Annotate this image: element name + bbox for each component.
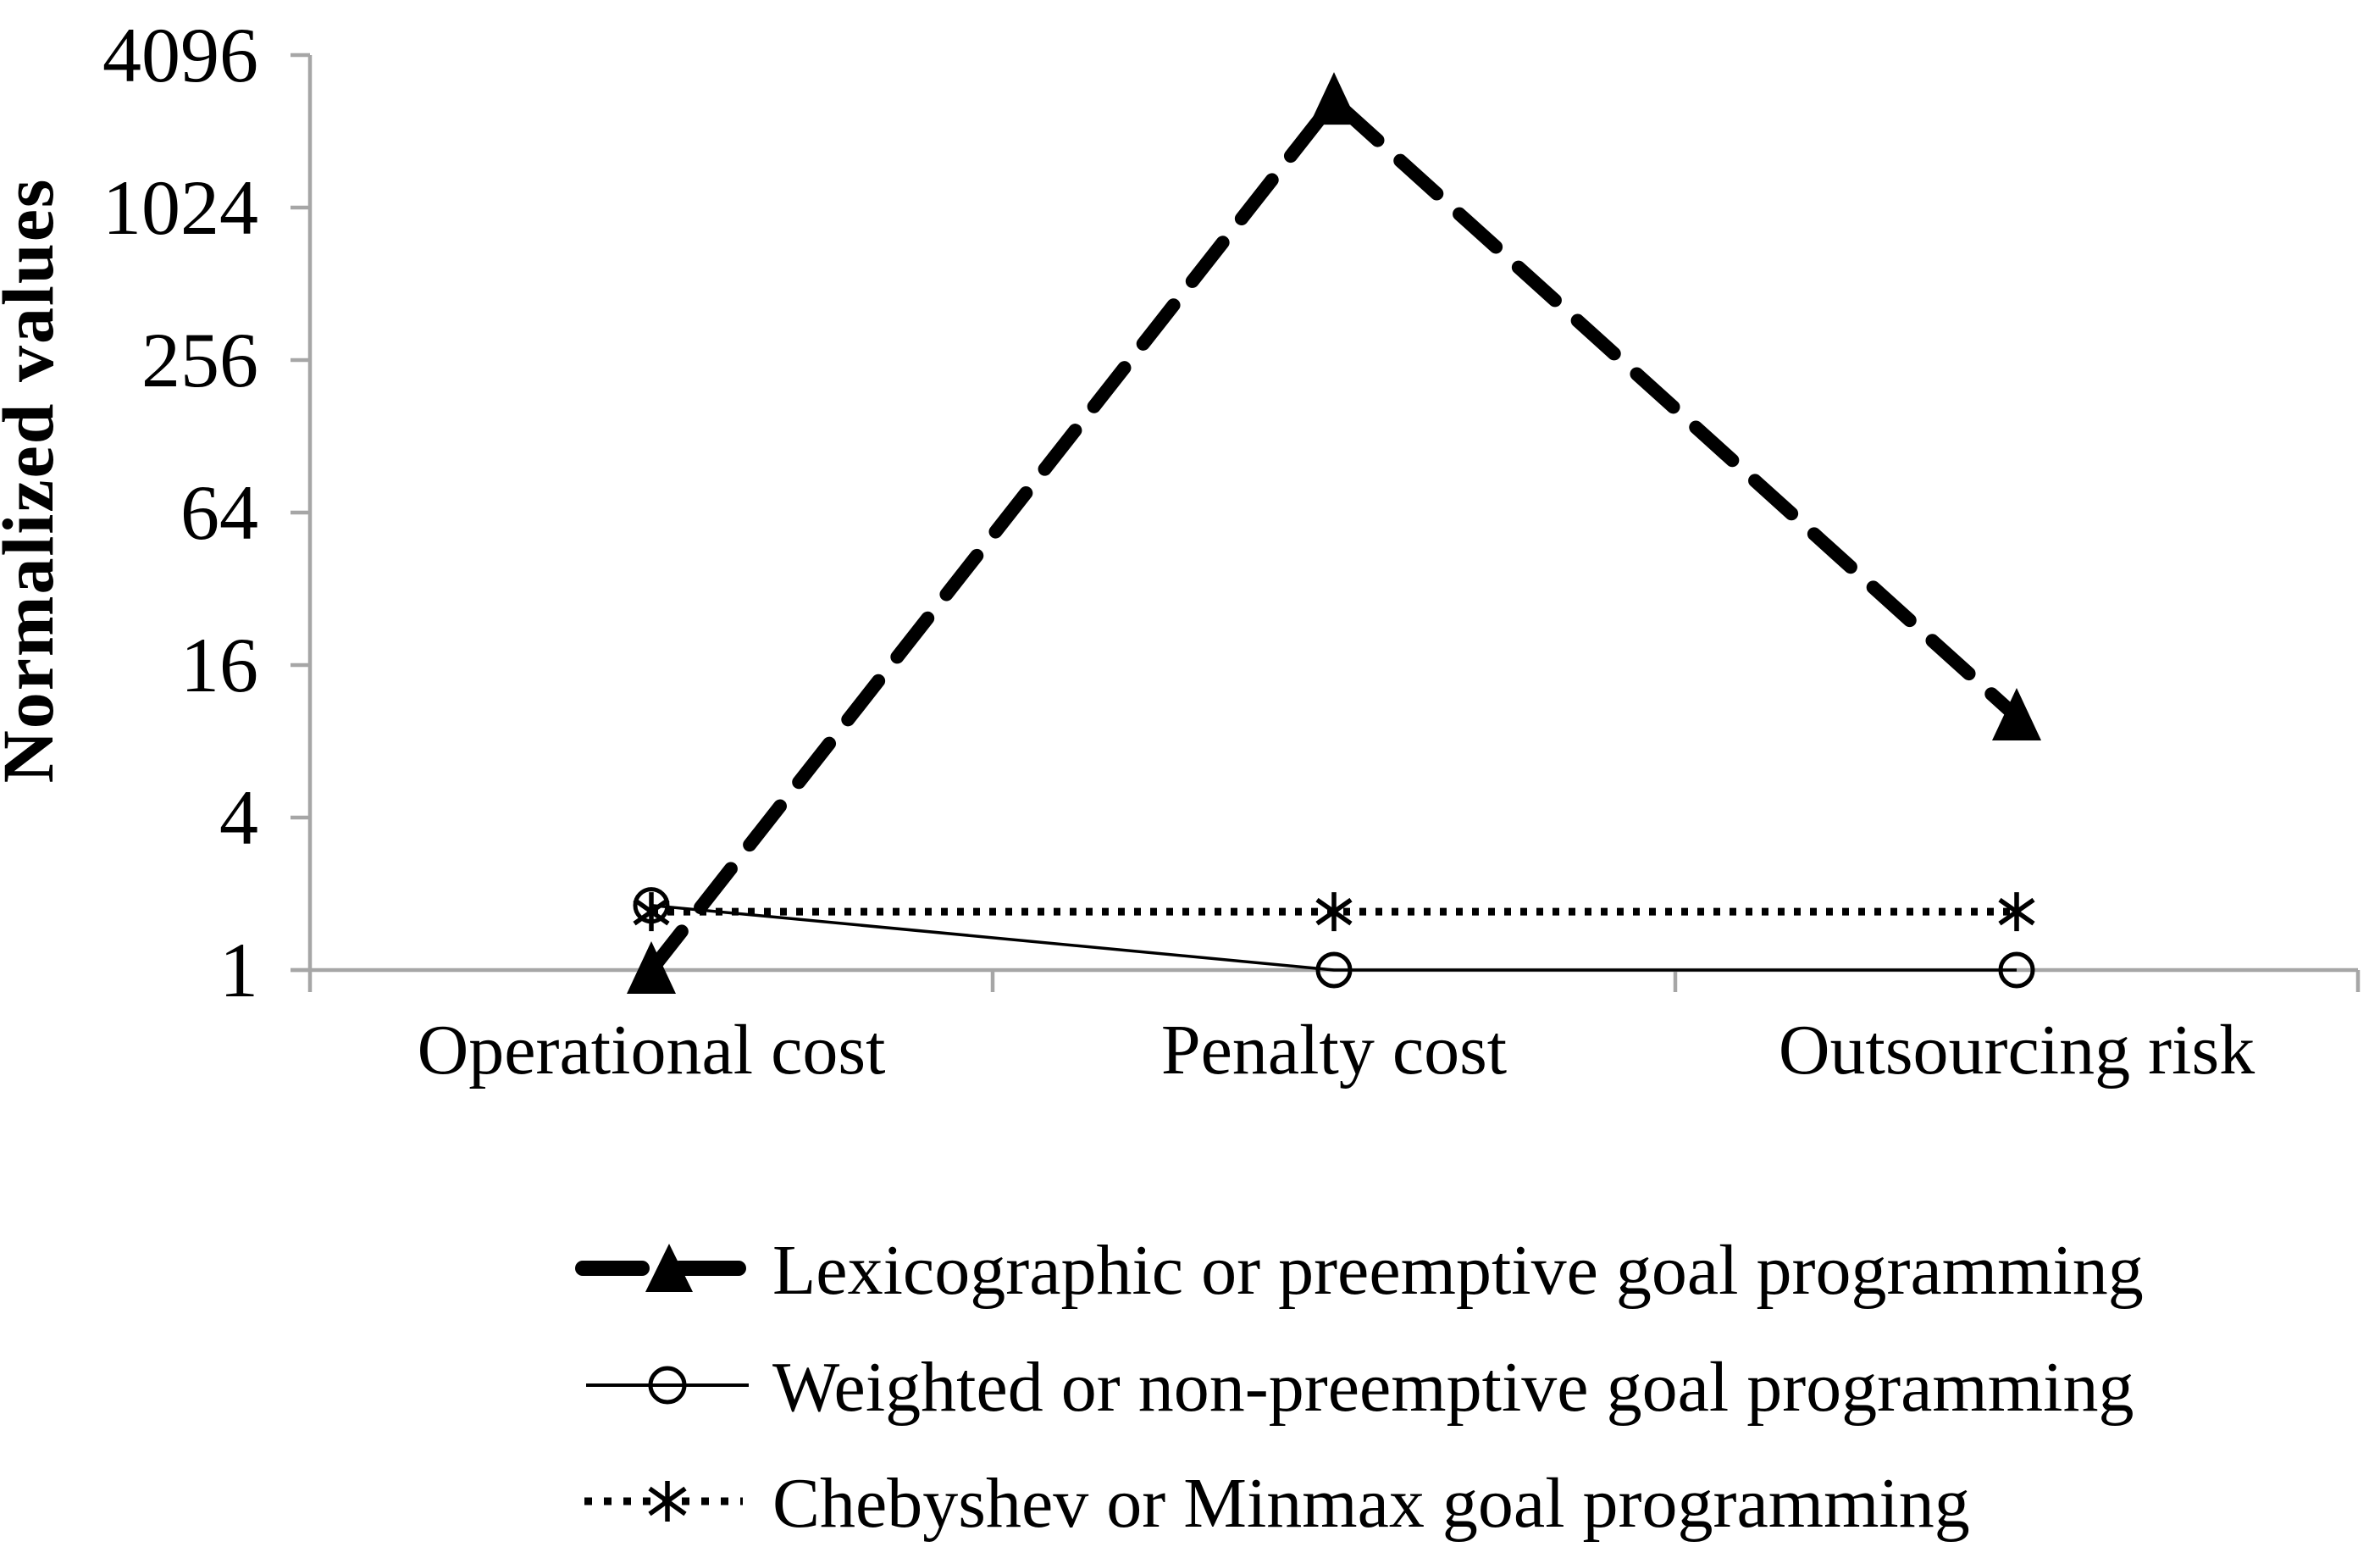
series-marker-weighted <box>1998 951 2035 989</box>
y-tick-label: 1024 <box>102 164 258 251</box>
legend: Lexicographic or preemptive goal program… <box>575 1231 2144 1543</box>
y-tick-label: 4096 <box>102 12 258 98</box>
plot-area: 1 4 16 64 256 1024 4096 Operational cost Penalty… <box>102 12 2361 1089</box>
legend-item-lexicographic: Lexicographic or preemptive goal program… <box>575 1231 2144 1310</box>
series-marker-chebyshev <box>1315 892 1353 932</box>
series-marker-chebyshev <box>633 892 670 932</box>
legend-symbol-asterisk-icon <box>648 1481 687 1522</box>
category-label: Penalty cost <box>1161 1011 1507 1089</box>
category-label: Operational cost <box>418 1011 886 1089</box>
series-marker-lexicographic <box>627 941 676 994</box>
y-tick-label: 256 <box>141 317 258 403</box>
series-marker-chebyshev <box>1998 892 2035 932</box>
legend-symbol-filled-triangle-icon <box>645 1244 693 1292</box>
series-marker-weighted <box>1315 951 1353 989</box>
y-axis-title: Normalized values <box>0 178 69 784</box>
category-label: Outsourcing risk <box>1779 1011 2255 1089</box>
legend-label-weighted: Weighted or non-preemptive goal programm… <box>772 1348 2134 1427</box>
series-marker-lexicographic <box>1309 72 1359 125</box>
y-tick-label: 16 <box>180 622 258 708</box>
y-tick-label: 4 <box>219 774 258 861</box>
legend-symbol-open-circle-icon <box>648 1366 687 1405</box>
series-marker-lexicographic <box>1992 688 2041 741</box>
series-line-weighted <box>650 903 2017 972</box>
legend-item-chebyshev: Chebyshev or Minmax goal programming <box>584 1464 1970 1543</box>
legend-label-lexicographic: Lexicographic or preemptive goal program… <box>772 1231 2144 1310</box>
series-line-lexicographic <box>645 91 2023 977</box>
y-tick-label: 1 <box>219 927 258 1013</box>
y-tick-label: 64 <box>180 469 258 556</box>
legend-item-weighted: Weighted or non-preemptive goal programm… <box>586 1348 2134 1427</box>
legend-label-chebyshev: Chebyshev or Minmax goal programming <box>772 1464 1970 1543</box>
